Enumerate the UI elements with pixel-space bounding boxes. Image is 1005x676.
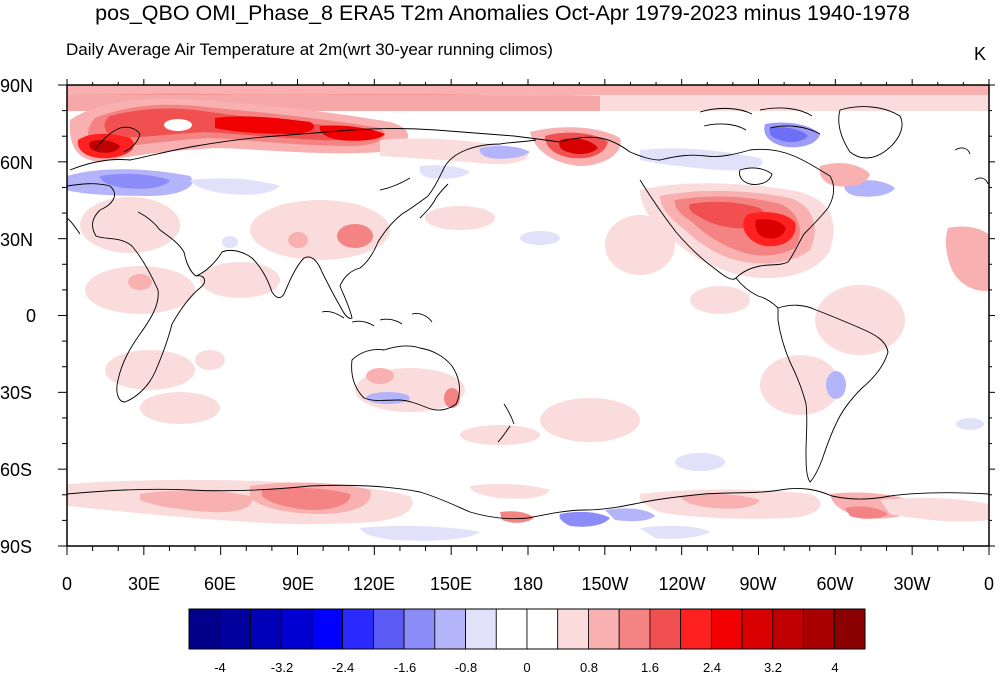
colorbar-label: -3.2 [271,660,293,675]
colorbar-label: 0 [523,660,530,675]
colorbar-box [188,608,221,650]
longitude-labels: 0 30E 60E 90E 120E 150E 180 150W 120W 90… [62,574,994,594]
colorbar-box [710,608,743,650]
colorbar-box [526,608,559,650]
colorbar-box [680,608,712,650]
colorbar-box [250,608,282,650]
units-label: K [974,44,987,64]
plot-subtitle: Daily Average Air Temperature at 2m(wrt … [66,40,553,59]
lat-label-90n: 90N [0,76,33,96]
colorbar-label: 4 [831,660,838,675]
lat-label-60s: 60S [0,460,32,480]
colorbar-box [219,608,251,650]
lon-label-0: 0 [62,574,72,594]
colorbar-labels: -4 -3.2 -2.4 -1.6 -0.8 0 0.8 1.6 2.4 3.2… [214,660,838,675]
colorbar-box [772,608,804,650]
lon-label-0-east: 0 [984,574,994,594]
colorbar-box [311,608,344,650]
lon-label-90w: 90W [739,574,776,594]
map-frame [58,79,995,555]
colorbar-label: -1.6 [394,660,416,675]
colorbar-label: 0.8 [580,660,598,675]
colorbar-label: -2.4 [332,660,354,675]
lat-label-60n: 60N [0,153,33,173]
colorbar-box [434,608,466,650]
colorbar-box [465,608,497,650]
colorbar-box [649,608,682,650]
latitude-labels: 90N 60N 30N 0 30S 60S 90S [0,76,36,557]
lon-label-60w: 60W [816,574,853,594]
colorbar-box [372,608,405,650]
colorbar-boxes [188,608,866,650]
colorbar-box [342,608,374,650]
lon-label-150w: 150W [581,574,628,594]
coastlines [67,106,989,520]
colorbar-box [280,608,313,650]
lat-label-30s: 30S [0,383,32,403]
colorbar-box [741,608,774,650]
colorbar-box [833,608,866,650]
lon-label-60e: 60E [204,574,236,594]
colorbar-label: 2.4 [703,660,721,675]
temperature-anomaly-field [67,85,989,541]
lon-label-30e: 30E [128,574,160,594]
lat-label-0: 0 [26,306,36,326]
colorbar-label: 3.2 [764,660,782,675]
lon-label-150e: 150E [430,574,472,594]
lon-label-30w: 30W [893,574,930,594]
colorbar: -4 -3.2 -2.4 -1.6 -0.8 0 0.8 1.6 2.4 3.2… [188,608,866,675]
lat-label-30n: 30N [0,230,33,250]
colorbar-box [588,608,620,650]
colorbar-box [618,608,651,650]
lat-label-90s: 90S [0,537,32,557]
colorbar-box [403,608,436,650]
lon-label-180: 180 [513,574,543,594]
colorbar-box [495,608,528,650]
axis-ticks [58,79,995,555]
lon-label-120w: 120W [658,574,705,594]
lon-label-120e: 120E [353,574,395,594]
colorbar-label: -0.8 [455,660,477,675]
page-title: pos_QBO OMI_Phase_8 ERA5 T2m Anomalies O… [95,1,910,25]
lon-label-90e: 90E [282,574,314,594]
colorbar-label: 1.6 [641,660,659,675]
colorbar-box [803,608,835,650]
colorbar-box [557,608,589,650]
colorbar-label: -4 [214,660,226,675]
